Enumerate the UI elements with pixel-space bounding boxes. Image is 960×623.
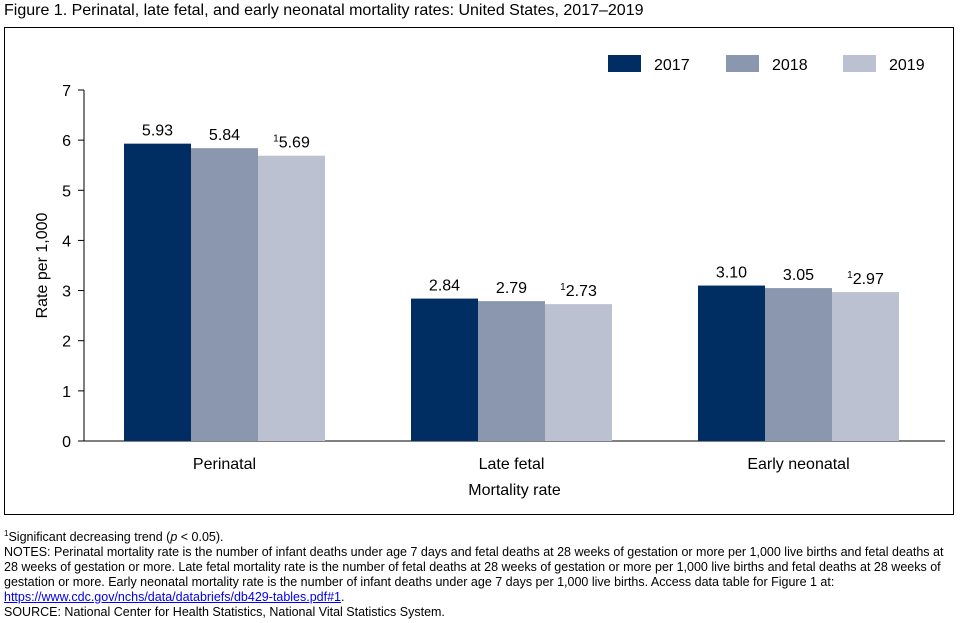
data-label: 3.10 xyxy=(716,265,747,282)
chart-frame: 0 1 2 3 4 5 6 7 Rate per 1,000 5.93 5.84 15.69 Perin… xyxy=(4,27,954,515)
y-tick-label: 1 xyxy=(62,384,71,401)
legend-label-2017: 2017 xyxy=(654,57,690,74)
footnote-marker: 1 xyxy=(4,529,9,538)
data-label-footnote: 1 xyxy=(273,134,279,145)
y-tick-label: 0 xyxy=(62,434,71,451)
y-tick-label: 7 xyxy=(62,83,71,100)
figure-title: Figure 1. Perinatal, late fetal, and ear… xyxy=(4,2,644,19)
data-label: 12.73 xyxy=(560,282,597,300)
legend-label-2018: 2018 xyxy=(772,57,808,74)
y-tick-label: 2 xyxy=(62,334,71,351)
category-label: Late fetal xyxy=(479,456,545,473)
y-tick-label: 3 xyxy=(62,284,71,301)
data-label: 15.69 xyxy=(273,134,310,152)
significance-footnote: 1Significant decreasing trend (p < 0.05)… xyxy=(4,530,954,545)
data-label-value: 2.97 xyxy=(853,271,884,288)
data-table-link[interactable]: https://www.cdc.gov/nchs/data/databriefs… xyxy=(4,590,342,604)
figure-notes: 1Significant decreasing trend (p < 0.05)… xyxy=(4,530,954,620)
data-label: 12.97 xyxy=(847,270,884,288)
legend-label-2019: 2019 xyxy=(889,57,925,74)
bar-2019 xyxy=(545,304,612,441)
legend-swatch-2018 xyxy=(726,55,759,72)
category-label: Perinatal xyxy=(193,456,256,473)
significance-suffix: < 0.05). xyxy=(177,530,224,544)
bar-2019 xyxy=(258,155,325,441)
data-label: 3.05 xyxy=(783,267,814,284)
bar-2018 xyxy=(765,288,832,441)
bar-2019 xyxy=(832,292,899,441)
data-label: 2.79 xyxy=(496,280,527,297)
notes-end: . xyxy=(341,590,345,604)
bar-2018 xyxy=(478,301,545,441)
bar-2018 xyxy=(191,148,258,441)
data-label-value: 2.73 xyxy=(566,283,597,300)
data-label: 2.84 xyxy=(429,278,460,295)
y-tick-label: 5 xyxy=(62,183,71,200)
data-label: 5.84 xyxy=(209,127,240,144)
y-tick-label: 6 xyxy=(62,133,71,150)
x-axis-title: Mortality rate xyxy=(468,482,561,499)
y-tick-label: 4 xyxy=(62,233,71,250)
category-label: Early neonatal xyxy=(747,456,849,473)
significance-prefix: Significant decreasing trend ( xyxy=(8,530,171,544)
y-axis-title: Rate per 1,000 xyxy=(34,212,51,318)
bar-2017 xyxy=(411,298,478,441)
legend-swatch-2019 xyxy=(843,55,876,72)
data-label-footnote: 1 xyxy=(560,282,566,293)
notes-text: NOTES: Perinatal mortality rate is the n… xyxy=(4,545,944,589)
significance-p: p xyxy=(170,530,178,544)
source-line: SOURCE: National Center for Health Stati… xyxy=(4,605,445,619)
data-label: 5.93 xyxy=(142,123,173,140)
notes-paragraph: NOTES: Perinatal mortality rate is the n… xyxy=(4,545,954,605)
data-label-footnote: 1 xyxy=(847,270,853,281)
data-label-value: 5.69 xyxy=(279,135,310,152)
legend-swatch-2017 xyxy=(608,55,641,72)
bar-2017 xyxy=(124,143,191,441)
bar-2017 xyxy=(698,285,765,441)
